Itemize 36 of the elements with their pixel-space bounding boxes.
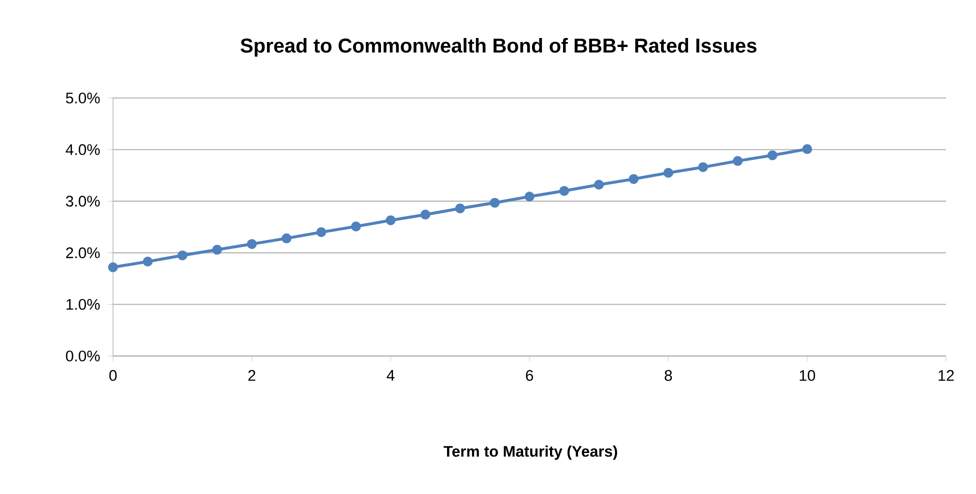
point (386, 215, 396, 226)
y-tick-label: 0.0% (66, 350, 100, 362)
x-tick-label: 4 (386, 370, 394, 381)
point (802, 144, 812, 154)
chart-title: Spread to Commonwealth Bond of BBB+ Rated Issues (240, 38, 756, 57)
point (490, 198, 500, 208)
y-tick-label: 1.0% (66, 298, 100, 310)
x-tick-label: 2 (248, 370, 256, 381)
point (594, 180, 604, 190)
y-tick-label: 3.0% (66, 196, 100, 207)
point (212, 244, 222, 255)
point (316, 227, 326, 238)
x-tick-label: 12 (938, 370, 954, 381)
point (108, 262, 118, 272)
point (246, 239, 257, 249)
x-axis-title: Term to Maturity (Years) (444, 446, 618, 460)
point (282, 233, 292, 244)
point (420, 210, 430, 220)
x-tick-label: 8 (664, 370, 672, 381)
x-tick-label: 6 (526, 370, 534, 381)
point (732, 156, 743, 166)
x-tick-label: 0 (109, 370, 117, 381)
point (524, 192, 534, 202)
y-tick-label: 4.0% (66, 144, 100, 156)
point (559, 186, 570, 196)
point (177, 250, 188, 260)
point (628, 174, 639, 184)
y-tick-label: 2.0% (66, 247, 100, 258)
point (142, 256, 153, 267)
x-tick-label: 10 (800, 370, 816, 381)
point (663, 168, 674, 178)
point (768, 150, 778, 160)
point (351, 222, 361, 232)
y-tick-label: 5.0% (66, 92, 100, 104)
point (698, 162, 708, 172)
point (455, 203, 466, 214)
